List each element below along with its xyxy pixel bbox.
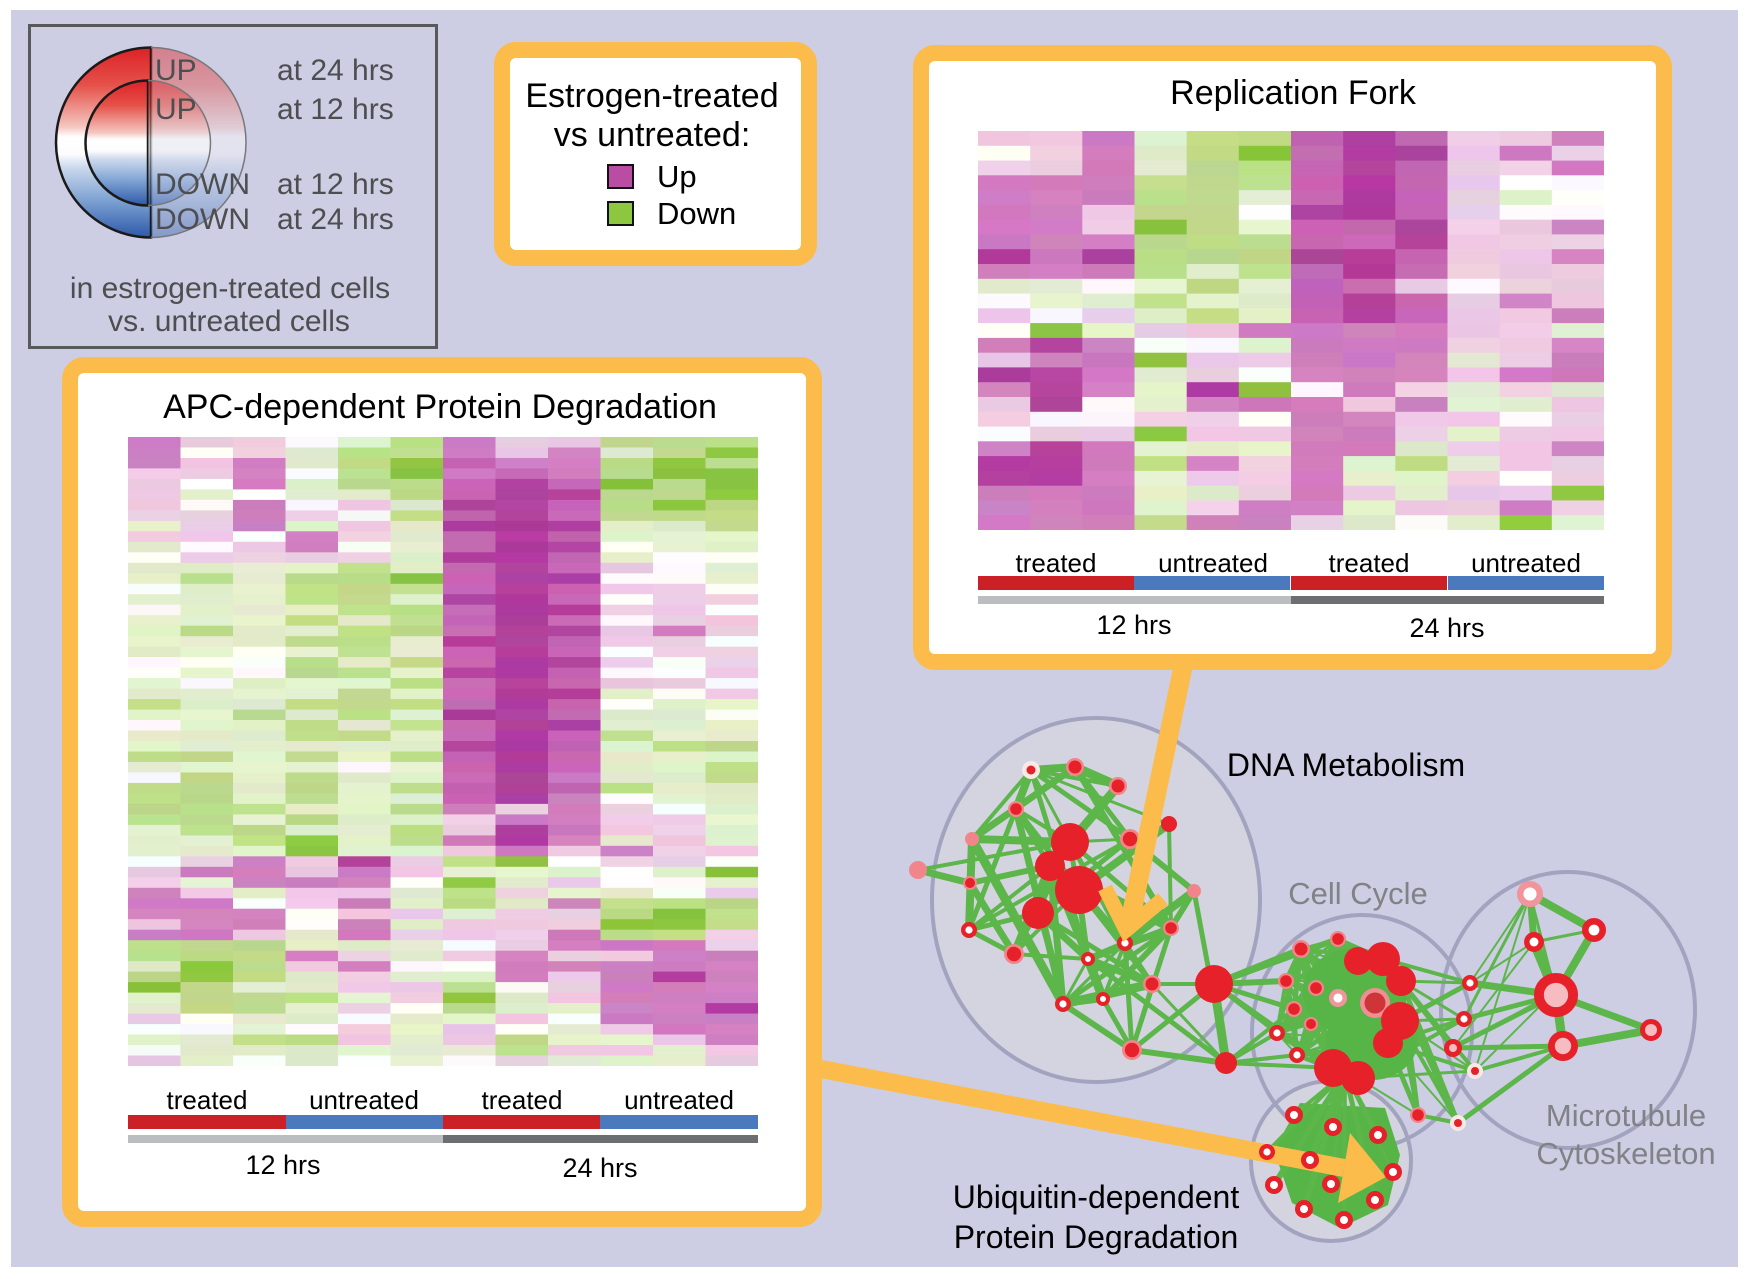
svg-text:Cytoskeleton: Cytoskeleton: [1536, 1136, 1715, 1171]
svg-text:Microtubule: Microtubule: [1546, 1098, 1706, 1133]
svg-text:Cell Cycle: Cell Cycle: [1288, 876, 1428, 911]
svg-text:Protein Degradation: Protein Degradation: [954, 1219, 1239, 1255]
svg-text:Ubiquitin-dependent: Ubiquitin-dependent: [953, 1179, 1240, 1215]
svg-text:DNA Metabolism: DNA Metabolism: [1227, 747, 1465, 783]
